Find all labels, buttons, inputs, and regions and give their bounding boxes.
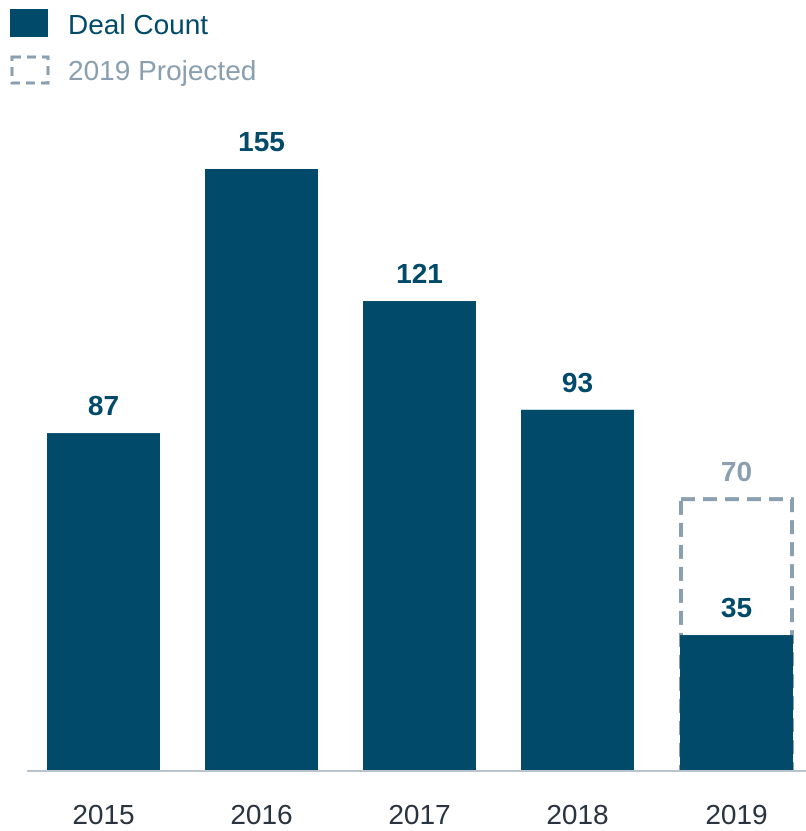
- x-tick-label-2018: 2018: [546, 799, 608, 830]
- x-tick-label-2015: 2015: [72, 799, 134, 830]
- value-label-2019: 35: [721, 592, 752, 623]
- bar-projected-2019: [679, 497, 794, 772]
- legend: Deal Count 2019 Projected: [10, 9, 256, 86]
- x-tick-labels: 2015 2016 2017 2018 2019: [72, 799, 767, 830]
- legend-swatch-projected: [10, 55, 50, 85]
- bar-2015: [47, 433, 160, 771]
- legend-swatch-deal-count: [10, 9, 48, 37]
- x-tick-label-2019: 2019: [705, 799, 767, 830]
- x-tick-label-2016: 2016: [230, 799, 292, 830]
- legend-label-projected: 2019 Projected: [68, 55, 256, 86]
- value-label-2015: 87: [88, 390, 119, 421]
- bar-2018: [521, 409, 634, 771]
- bar-2017: [363, 301, 476, 771]
- value-label-2016: 155: [238, 126, 285, 157]
- bars: [47, 168, 794, 772]
- legend-label-deal-count: Deal Count: [68, 9, 208, 40]
- x-tick-label-2017: 2017: [388, 799, 450, 830]
- value-label-2017: 121: [396, 258, 443, 289]
- value-label-projected-2019: 70: [721, 456, 752, 487]
- value-label-2018: 93: [562, 367, 593, 398]
- value-labels: 87 155 121 93 70 35: [88, 126, 752, 623]
- bar-2016: [205, 168, 318, 772]
- bar-2019: [680, 635, 793, 771]
